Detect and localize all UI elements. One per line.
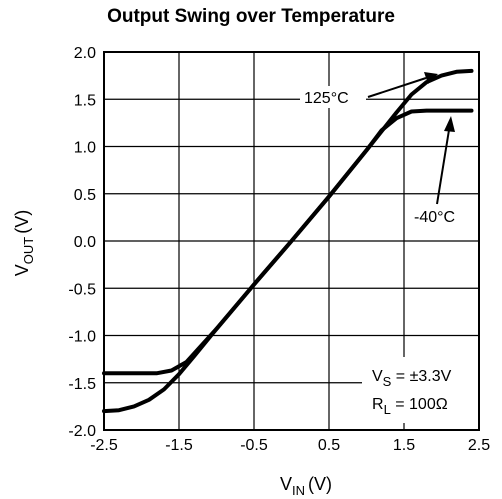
y-tick-label: -2.0 (68, 423, 96, 440)
x-tick-label: -1.5 (165, 437, 193, 454)
x-axis-label: VIN (V) (280, 474, 332, 498)
y-tick-label: 0.0 (74, 234, 96, 251)
x-tick-label: -0.5 (240, 437, 268, 454)
label-m40c: -40°C (414, 209, 455, 226)
arrow-m40c-line (436, 129, 450, 205)
y-tick-label: -0.5 (68, 281, 96, 298)
arrow-125c-head (424, 72, 438, 84)
tick-labels: -2.5 -1.5 -0.5 0.5 1.5 2.5 2.0 1.5 1.0 0.5 0.0 -0.5… (68, 45, 490, 454)
condition-vs: VS = ±3.3V (372, 368, 452, 389)
arrow-125c-line (367, 77, 427, 98)
x-tick-label: 2.5 (468, 437, 490, 454)
y-tick-label: -1.5 (68, 376, 96, 393)
condition-rl: RL = 100Ω (372, 396, 448, 417)
y-tick-label: 1.0 (74, 140, 96, 157)
label-125c: 125°C (304, 90, 349, 107)
y-tick-label: 2.0 (74, 45, 96, 62)
plot-frame (103, 51, 480, 431)
label-125c-bg (300, 86, 366, 108)
x-tick-label: 1.5 (393, 437, 415, 454)
x-tick-label: -2.5 (90, 437, 118, 454)
chart-title: Output Swing over Temperature (107, 6, 395, 27)
conditions-bg (362, 357, 480, 423)
arrow-m40c-head (444, 116, 455, 132)
x-tick-label: 0.5 (318, 437, 340, 454)
y-axis-label: VOUT(V) (12, 210, 36, 276)
y-tick-label: 0.5 (74, 187, 96, 204)
y-tick-label: -1.0 (68, 329, 96, 346)
label-m40c-bg (410, 205, 470, 227)
series-line-1 (102, 108, 474, 376)
y-tick-label: 1.5 (74, 92, 96, 109)
